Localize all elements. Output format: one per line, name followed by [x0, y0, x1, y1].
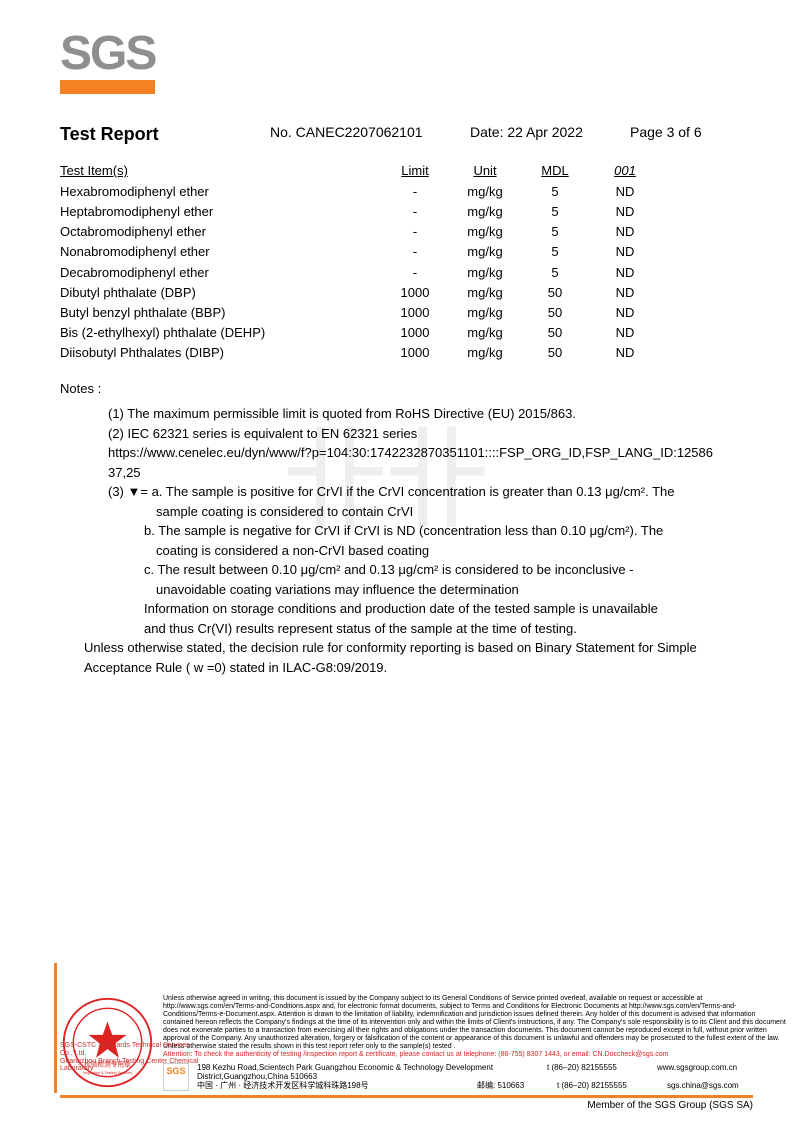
note-3d: Information on storage conditions and pr…: [144, 599, 743, 619]
note-2b: https://www.cenelec.eu/dyn/www/f?p=104:3…: [108, 443, 743, 482]
td-unit: mg/kg: [450, 202, 520, 222]
td-limit: -: [380, 242, 450, 262]
td-item: Bis (2-ethylhexyl) phthalate (DEHP): [60, 323, 380, 343]
td-mdl: 5: [520, 222, 590, 242]
table-row: Nonabromodiphenyl ether-mg/kg5ND: [60, 242, 743, 262]
td-unit: mg/kg: [450, 303, 520, 323]
th-test-item: Test Item(s): [60, 163, 380, 178]
table-row: Dibutyl phthalate (DBP)1000mg/kg50ND: [60, 283, 743, 303]
report-header: Test Report No. CANEC2207062101 Date: 22…: [60, 124, 743, 145]
address-block: 198 Kezhu Road,Scientech Park Guangzhou …: [197, 1063, 787, 1091]
note-3c: c. The result between 0.10 μg/cm² and 0.…: [144, 560, 743, 580]
note-3b: b. The sample is negative for CrVI if Cr…: [144, 521, 743, 541]
table-row: Heptabromodiphenyl ether-mg/kg5ND: [60, 202, 743, 222]
td-limit: 1000: [380, 323, 450, 343]
note-3c-sub: unavoidable coating variations may influ…: [156, 580, 743, 600]
table-row: Hexabromodiphenyl ether-mg/kg5ND: [60, 182, 743, 202]
tel1: t (86–20) 82155555: [547, 1063, 647, 1081]
left-orange-bar: [54, 963, 57, 1093]
td-unit: mg/kg: [450, 222, 520, 242]
th-unit: Unit: [450, 163, 520, 178]
contact-row: SGS 198 Kezhu Road,Scientech Park Guangz…: [163, 1063, 787, 1091]
report-date: Date: 22 Apr 2022: [470, 124, 630, 145]
td-limit: -: [380, 202, 450, 222]
th-limit: Limit: [380, 163, 450, 178]
td-mdl: 50: [520, 283, 590, 303]
td-unit: mg/kg: [450, 343, 520, 363]
note-4: Unless otherwise stated, the decision ru…: [84, 638, 743, 677]
email: sgs.china@sgs.com: [667, 1081, 787, 1090]
td-001: ND: [590, 323, 660, 343]
notes-body: (1) The maximum permissible limit is quo…: [108, 404, 743, 677]
td-item: Heptabromodiphenyl ether: [60, 202, 380, 222]
attention-text: Attention: To check the authenticity of …: [163, 1051, 787, 1059]
table-row: Butyl benzyl phthalate (BBP)1000mg/kg50N…: [60, 303, 743, 323]
td-item: Hexabromodiphenyl ether: [60, 182, 380, 202]
logo-row: SGS: [60, 30, 743, 94]
table-row: Decabromodiphenyl ether-mg/kg5ND: [60, 263, 743, 283]
td-item: Dibutyl phthalate (DBP): [60, 283, 380, 303]
note-2a: (2) IEC 62321 series is equivalent to EN…: [108, 424, 743, 444]
post: 邮编: 510663: [477, 1081, 547, 1090]
td-001: ND: [590, 343, 660, 363]
table-body: Hexabromodiphenyl ether-mg/kg5NDHeptabro…: [60, 182, 743, 363]
td-limit: -: [380, 222, 450, 242]
note-3b-sub: coating is considered a non-CrVI based c…: [156, 541, 743, 561]
td-001: ND: [590, 303, 660, 323]
sgs-logo: SGS: [60, 30, 155, 94]
tel2: t (86–20) 82155555: [557, 1081, 657, 1090]
td-limit: 1000: [380, 303, 450, 323]
addr-en: 198 Kezhu Road,Scientech Park Guangzhou …: [197, 1063, 537, 1081]
td-item: Butyl benzyl phthalate (BBP): [60, 303, 380, 323]
td-mdl: 50: [520, 323, 590, 343]
td-001: ND: [590, 222, 660, 242]
report-title: Test Report: [60, 124, 270, 145]
note-3a: (3) ▼= a. The sample is positive for CrV…: [108, 482, 743, 502]
th-001: 001: [590, 163, 660, 178]
td-001: ND: [590, 202, 660, 222]
td-001: ND: [590, 263, 660, 283]
td-limit: 1000: [380, 343, 450, 363]
td-mdl: 50: [520, 343, 590, 363]
page-number: Page 3 of 6: [630, 124, 702, 145]
td-unit: mg/kg: [450, 263, 520, 283]
note-3d-sub: and thus Cr(VI) results represent status…: [144, 619, 743, 639]
td-item: Diisobutyl Phthalates (DIBP): [60, 343, 380, 363]
td-item: Octabromodiphenyl ether: [60, 222, 380, 242]
th-mdl: MDL: [520, 163, 590, 178]
td-unit: mg/kg: [450, 323, 520, 343]
web: www.sgsgroup.com.cn: [657, 1063, 777, 1081]
company-line2: Guangzhou Branch Testing Center Chemical…: [60, 1058, 200, 1073]
td-mdl: 5: [520, 242, 590, 262]
note-1: (1) The maximum permissible limit is quo…: [108, 404, 743, 424]
td-unit: mg/kg: [450, 283, 520, 303]
td-mdl: 5: [520, 263, 590, 283]
td-001: ND: [590, 242, 660, 262]
company-line1: SGS-CSTC Standards Technical Services Co…: [60, 1042, 200, 1057]
table-header-row: Test Item(s) Limit Unit MDL 001: [60, 163, 743, 178]
td-limit: 1000: [380, 283, 450, 303]
td-unit: mg/kg: [450, 242, 520, 262]
table-row: Diisobutyl Phthalates (DIBP)1000mg/kg50N…: [60, 343, 743, 363]
td-limit: -: [380, 182, 450, 202]
member-bar: Member of the SGS Group (SGS SA): [60, 1095, 753, 1112]
td-mdl: 5: [520, 202, 590, 222]
table-row: Octabromodiphenyl ether-mg/kg5ND: [60, 222, 743, 242]
td-001: ND: [590, 182, 660, 202]
td-unit: mg/kg: [450, 182, 520, 202]
disclaimer-text: Unless otherwise agreed in writing, this…: [163, 995, 787, 1051]
company-lines: SGS-CSTC Standards Technical Services Co…: [60, 1042, 200, 1073]
note-3a-sub: sample coating is considered to contain …: [156, 502, 743, 522]
table-row: Bis (2-ethylhexyl) phthalate (DEHP)1000m…: [60, 323, 743, 343]
addr-cn: 中国 · 广州 · 经济技术开发区科学城科珠路198号: [197, 1081, 467, 1090]
td-mdl: 50: [520, 303, 590, 323]
td-001: ND: [590, 283, 660, 303]
notes-label: Notes :: [60, 381, 743, 396]
td-mdl: 5: [520, 182, 590, 202]
td-item: Decabromodiphenyl ether: [60, 263, 380, 283]
td-item: Nonabromodiphenyl ether: [60, 242, 380, 262]
td-limit: -: [380, 263, 450, 283]
page-content: SGS Test Report No. CANEC2207062101 Date…: [0, 0, 793, 677]
report-number: No. CANEC2207062101: [270, 124, 470, 145]
